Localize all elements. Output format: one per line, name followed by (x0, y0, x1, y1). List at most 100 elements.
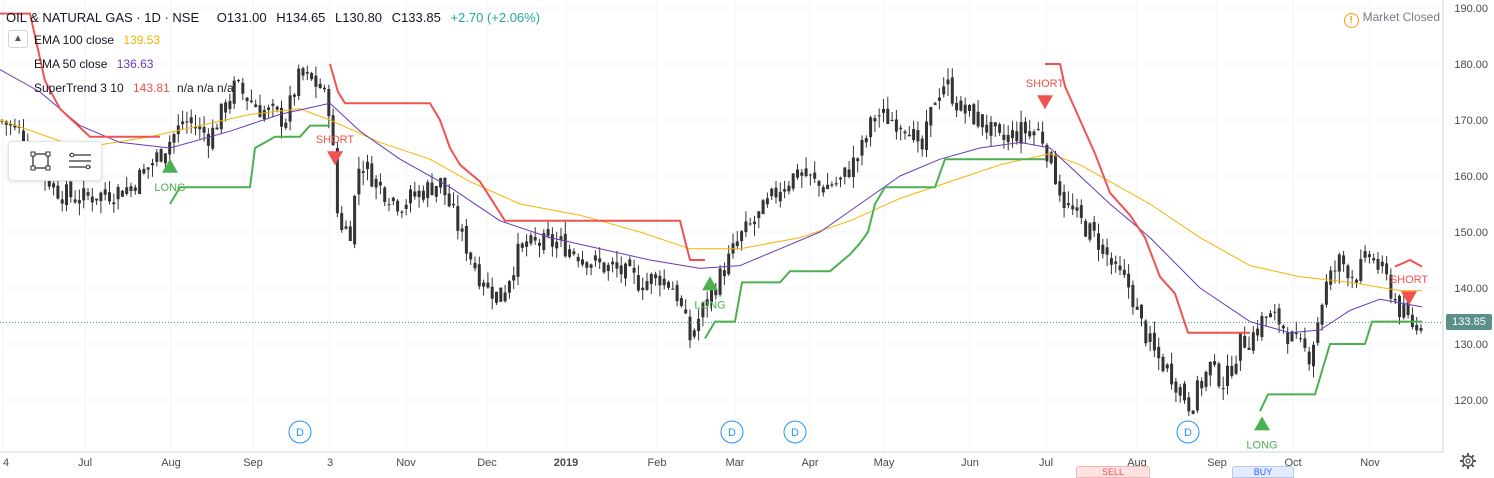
candle (1226, 354, 1229, 395)
market-status[interactable]: ! Market Closed (1343, 10, 1440, 28)
indicator-value: 136.63 (116, 57, 154, 71)
indicator-ema100[interactable]: EMA 100 close 139.53 (34, 33, 160, 47)
candle-body (267, 107, 271, 110)
candle-body (821, 187, 825, 193)
short-signal: SHORT (316, 134, 354, 166)
candle (1036, 121, 1040, 131)
candle (348, 220, 352, 242)
candle (473, 256, 477, 272)
candle (525, 234, 529, 257)
candle (619, 256, 623, 283)
candle (611, 257, 615, 273)
candle-body (1281, 325, 1285, 329)
time-tick-label: Jun (961, 457, 979, 469)
candle-body (602, 262, 606, 273)
dividend-marker[interactable]: D (720, 420, 744, 444)
indicator-label: SuperTrend 3 10 (34, 81, 124, 95)
candle-body (1359, 259, 1363, 281)
candle (211, 119, 215, 151)
candle (224, 99, 228, 122)
candle (1376, 252, 1380, 274)
symbol-title[interactable]: OIL & NATURAL GAS · 1D · NSE (6, 10, 200, 25)
candle-body (73, 199, 77, 203)
candle-body (1200, 381, 1204, 389)
candle-body (60, 199, 64, 204)
candle (684, 299, 688, 315)
candle (9, 120, 13, 136)
candle-body (512, 275, 516, 281)
indicator-extra: n/a n/a n/a (177, 81, 234, 95)
candle (400, 210, 404, 218)
candle (1213, 354, 1217, 368)
buy-button[interactable]: BUY (1232, 466, 1294, 478)
rectangle-tool-icon[interactable] (27, 149, 53, 173)
candle (761, 198, 765, 215)
candle (1204, 370, 1208, 392)
time-tick-label: Apr (801, 457, 818, 469)
candle-body (288, 95, 292, 122)
candle-body (1260, 316, 1264, 338)
candle-body (1303, 338, 1307, 348)
candle (1221, 376, 1225, 400)
chevron-up-icon[interactable]: ▲ (8, 30, 28, 48)
dividend-label: D (728, 427, 736, 439)
candle (374, 175, 378, 200)
candle-body (662, 278, 666, 286)
gear-icon[interactable] (1459, 452, 1477, 470)
candle (120, 189, 124, 198)
long-signal: LONG (694, 276, 726, 311)
candle-body (950, 77, 954, 104)
dividend-marker[interactable]: D (1176, 420, 1200, 444)
indicator-supertrend[interactable]: SuperTrend 3 10 143.81 n/a n/a n/a (34, 81, 234, 95)
candle (1118, 256, 1122, 276)
supertrend-down-segment (1045, 63, 1250, 334)
dividend-marker[interactable]: D (783, 420, 807, 444)
candle-body (95, 198, 99, 201)
time-axis[interactable]: 4 Jul Aug Sep 3 Nov Dec 2019 Feb Mar Apr May Jun Jul A… (0, 451, 1443, 469)
supertrend-down-segment (329, 63, 705, 261)
candle (873, 114, 877, 133)
candle (1191, 410, 1195, 415)
candle (1367, 250, 1371, 264)
candle-body (1049, 152, 1053, 164)
candle-body (787, 185, 791, 192)
candle-body (47, 176, 51, 187)
candle (959, 96, 963, 112)
candle-body (520, 243, 524, 248)
candle (1419, 323, 1423, 334)
candle-body (559, 236, 563, 240)
candle (727, 245, 731, 276)
candle-body (894, 119, 898, 132)
candle (232, 76, 236, 109)
signal-label: LONG (694, 299, 725, 311)
candle (344, 220, 348, 230)
candle (1122, 258, 1126, 278)
candle (1380, 255, 1384, 274)
candle-body (417, 190, 421, 198)
price-axis[interactable]: 120.00 130.00 140.00 150.00 160.00 170.00 180.… (1442, 0, 1488, 452)
candle (271, 98, 275, 118)
indicator-ema50[interactable]: EMA 50 close 136.63 (34, 57, 153, 71)
time-tick-label: Sep (243, 457, 263, 469)
dividend-marker[interactable]: D (288, 420, 312, 444)
sell-button[interactable]: SELL (1076, 466, 1150, 478)
candle-body (1118, 265, 1122, 271)
candle (821, 184, 825, 197)
supertrend-up-segment (169, 124, 330, 205)
time-tick-label: Feb (648, 457, 667, 469)
candle-body (1191, 410, 1195, 414)
candle-body (1299, 338, 1303, 340)
candle (409, 184, 412, 213)
candle-body (735, 241, 739, 246)
symbol-header: OIL & NATURAL GAS · 1D · NSE O131.00 H13… (6, 10, 540, 25)
candle (804, 157, 808, 178)
candle-body (611, 261, 615, 265)
candle (839, 176, 842, 188)
candle-body (413, 191, 417, 197)
candle-body (245, 97, 249, 102)
candle-body (421, 190, 425, 200)
candle (563, 221, 567, 258)
time-tick-label: Aug (161, 457, 181, 469)
horizontal-lines-icon[interactable] (67, 149, 93, 173)
